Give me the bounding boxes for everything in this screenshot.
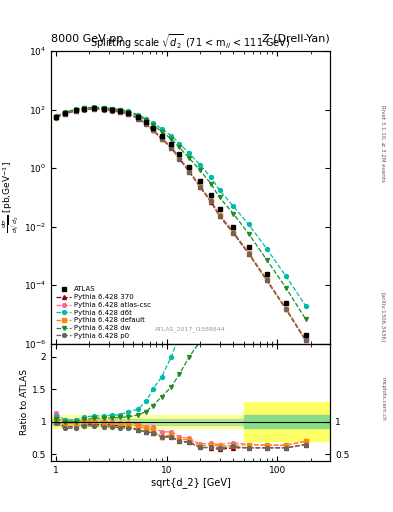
Y-axis label: Ratio to ATLAS: Ratio to ATLAS (20, 369, 29, 435)
Text: Z (Drell-Yan): Z (Drell-Yan) (263, 33, 330, 44)
Text: mcplots.cern.ch: mcplots.cern.ch (381, 377, 386, 421)
Legend: ATLAS, Pythia 6.428 370, Pythia 6.428 atlas-csc, Pythia 6.428 d6t, Pythia 6.428 : ATLAS, Pythia 6.428 370, Pythia 6.428 at… (55, 285, 152, 340)
Text: Rivet 3.1.10, ≥ 3.2M events: Rivet 3.1.10, ≥ 3.2M events (381, 105, 386, 182)
Text: [arXiv:1306.3436]: [arXiv:1306.3436] (381, 292, 386, 343)
Text: 8000 GeV pp: 8000 GeV pp (51, 33, 123, 44)
X-axis label: sqrt{d_2} [GeV]: sqrt{d_2} [GeV] (151, 477, 231, 488)
Text: ATLAS_2017_I1589844: ATLAS_2017_I1589844 (155, 326, 226, 332)
Y-axis label: $\frac{d\sigma}{d\sqrt{d_2}}$ [pb,GeV$^{-1}$]: $\frac{d\sigma}{d\sqrt{d_2}}$ [pb,GeV$^{… (1, 162, 21, 233)
Title: Splitting scale $\sqrt{d_2}$ (71 < m$_{ll}$ < 111 GeV): Splitting scale $\sqrt{d_2}$ (71 < m$_{l… (90, 32, 291, 51)
